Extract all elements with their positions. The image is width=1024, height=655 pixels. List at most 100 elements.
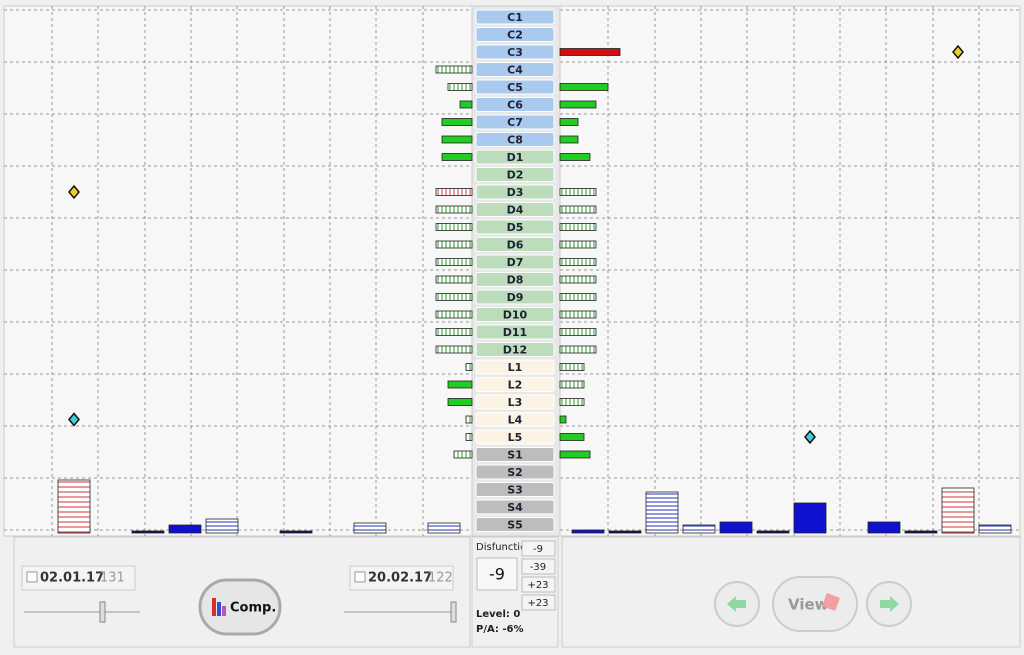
spine-label: C3 xyxy=(507,46,523,59)
left-date: 02.01.17 xyxy=(40,571,104,586)
spine-button[interactable] xyxy=(475,289,555,305)
dice-icon xyxy=(822,593,840,611)
spine-button[interactable] xyxy=(475,324,555,340)
value-button[interactable] xyxy=(521,540,556,557)
spine-button[interactable] xyxy=(475,167,555,182)
right-bar xyxy=(559,363,585,371)
spine-button[interactable] xyxy=(475,429,555,445)
right-bar xyxy=(559,240,597,249)
icon xyxy=(217,602,221,616)
right-bar xyxy=(559,345,597,354)
spine-label: D3 xyxy=(507,186,524,199)
spine-button[interactable] xyxy=(475,62,555,77)
spine-button[interactable] xyxy=(475,237,555,252)
checkbox[interactable] xyxy=(354,571,366,583)
right-bar xyxy=(559,153,591,161)
spine-label: D1 xyxy=(507,151,524,164)
right-bar xyxy=(559,223,597,231)
left-bar xyxy=(435,205,473,214)
right-plot xyxy=(559,5,1021,537)
spine-button[interactable] xyxy=(475,272,555,287)
spine-button[interactable] xyxy=(475,359,555,375)
column-bar xyxy=(904,530,938,534)
spine-label: D7 xyxy=(507,256,524,269)
spine-button[interactable] xyxy=(475,412,555,427)
spine-button[interactable] xyxy=(475,377,555,392)
spine-button[interactable] xyxy=(475,254,555,270)
spine-button[interactable] xyxy=(475,184,555,200)
right-bar xyxy=(559,433,585,441)
right-bar xyxy=(559,135,579,144)
spine-label: C4 xyxy=(507,64,523,77)
spine-button[interactable] xyxy=(475,342,555,357)
compare-button[interactable] xyxy=(198,578,282,636)
right-bar xyxy=(559,83,609,91)
value-label: +23 xyxy=(527,580,548,591)
spine-button[interactable] xyxy=(475,9,555,25)
right-bar xyxy=(559,205,597,214)
spine-label: D2 xyxy=(507,169,524,182)
left-bar xyxy=(441,153,473,161)
view-button[interactable] xyxy=(772,576,858,632)
spine-button[interactable] xyxy=(475,464,555,480)
spine-button[interactable] xyxy=(475,202,555,217)
spine-button[interactable] xyxy=(475,394,555,410)
column-bar xyxy=(571,529,605,534)
right-date-field[interactable] xyxy=(349,565,454,591)
spine-label: L5 xyxy=(508,431,523,444)
spine-label: D10 xyxy=(503,309,528,322)
spine-label: D12 xyxy=(503,344,527,357)
column-bar xyxy=(279,530,313,534)
spine-label: D11 xyxy=(503,326,527,339)
left-date-field[interactable] xyxy=(21,565,136,591)
view-label: View xyxy=(788,596,829,614)
value-button[interactable] xyxy=(521,558,556,575)
column-bar xyxy=(756,530,790,534)
left-bar xyxy=(441,118,473,126)
arrow-right xyxy=(880,596,899,612)
spine-button[interactable] xyxy=(475,97,555,112)
spine-button[interactable] xyxy=(475,114,555,130)
spine-button[interactable] xyxy=(475,499,555,515)
spine-button[interactable] xyxy=(475,517,555,532)
left-bar xyxy=(465,433,473,441)
slider-thumb[interactable] xyxy=(450,601,457,623)
spine-button[interactable] xyxy=(475,79,555,95)
left-bar xyxy=(441,135,473,144)
column-bar xyxy=(608,530,642,534)
spine-button[interactable] xyxy=(475,482,555,497)
checkbox[interactable] xyxy=(26,571,38,583)
left-bar xyxy=(435,258,473,266)
spine-button[interactable] xyxy=(475,44,555,60)
spine-label: S5 xyxy=(507,519,523,532)
spine-label: S4 xyxy=(507,501,523,514)
spine-label: S2 xyxy=(507,466,523,479)
spine-button[interactable] xyxy=(475,149,555,165)
value-button[interactable] xyxy=(521,576,556,593)
spine-label: S1 xyxy=(507,449,523,462)
column-bar xyxy=(427,522,461,534)
slider-thumb[interactable] xyxy=(99,601,106,623)
disfunction-box xyxy=(476,557,518,591)
marker xyxy=(68,184,80,200)
value-button[interactable] xyxy=(521,594,556,611)
value-label: -9 xyxy=(533,544,543,555)
right-bar xyxy=(559,258,597,266)
arrow-left xyxy=(727,596,746,612)
left-bar xyxy=(447,380,473,389)
spine-button[interactable] xyxy=(475,27,555,42)
level: Level: 0 xyxy=(476,609,520,620)
column-bar xyxy=(941,487,975,534)
spine-label: D9 xyxy=(507,291,524,304)
right-bar xyxy=(559,275,597,284)
left-bar xyxy=(465,415,473,424)
right-bar xyxy=(559,380,585,389)
left-count: 131 xyxy=(100,571,125,586)
spine-button[interactable] xyxy=(475,219,555,235)
right-bar xyxy=(559,398,585,406)
spine-button[interactable] xyxy=(475,447,555,462)
spine-button[interactable] xyxy=(475,307,555,322)
left-bar xyxy=(435,240,473,249)
spine-button[interactable] xyxy=(475,132,555,147)
